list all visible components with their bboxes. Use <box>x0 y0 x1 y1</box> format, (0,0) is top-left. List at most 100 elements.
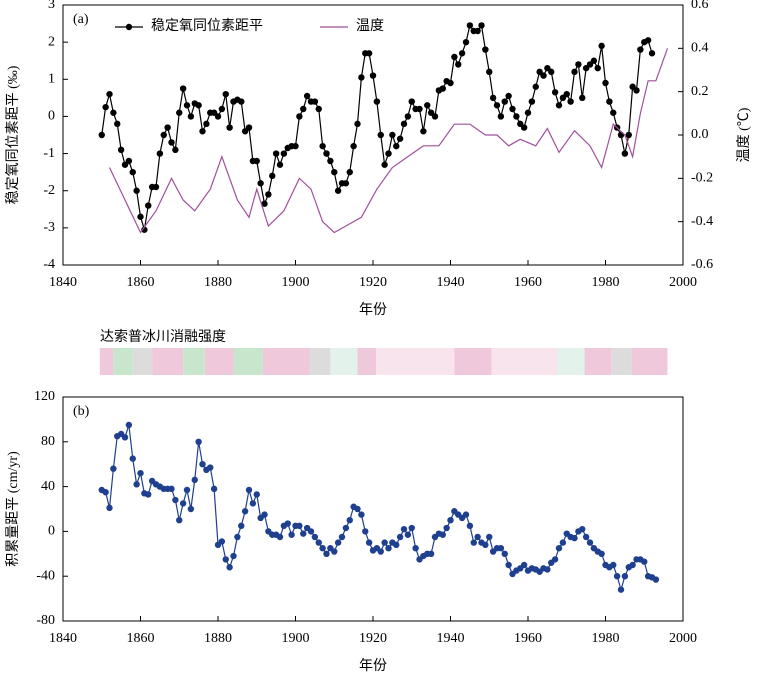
series-marker <box>338 533 346 541</box>
series-marker <box>327 157 334 165</box>
series-marker <box>168 485 175 493</box>
series-marker <box>431 113 439 120</box>
band-segment <box>557 348 585 375</box>
series-marker <box>253 491 260 498</box>
series-marker <box>606 98 613 105</box>
series-marker <box>272 150 280 157</box>
series-marker <box>207 464 214 471</box>
x-tick-label: 1940 <box>437 631 465 646</box>
series-marker <box>458 50 466 57</box>
series-marker <box>334 539 342 546</box>
series-marker <box>176 517 183 524</box>
series-marker <box>621 573 629 580</box>
series-marker <box>462 38 470 46</box>
series-marker <box>226 124 233 131</box>
y2-tick-label: 0.4 <box>691 41 709 56</box>
band-segment <box>204 348 234 375</box>
series-marker <box>106 504 113 512</box>
series-marker <box>377 548 384 555</box>
series-marker <box>199 461 206 468</box>
series-marker <box>342 180 350 187</box>
series-marker <box>362 528 369 535</box>
series-marker <box>571 68 578 76</box>
legend-marker <box>125 23 133 31</box>
series-marker <box>551 556 559 563</box>
x-tick-label: 1880 <box>204 631 232 646</box>
series-marker <box>644 37 652 44</box>
series-marker <box>637 46 644 53</box>
series-marker <box>354 505 361 513</box>
x-tick-label: 1960 <box>514 631 542 646</box>
series-marker <box>331 168 338 176</box>
y-tick-label: 40 <box>41 479 55 494</box>
series-marker <box>478 22 485 29</box>
series-marker <box>121 434 129 441</box>
series-marker <box>106 90 113 98</box>
series-marker <box>625 131 632 139</box>
x-tick-label: 1860 <box>127 275 155 290</box>
series-marker <box>98 131 105 139</box>
x-tick-label: 1880 <box>204 275 232 290</box>
x-tick-label: 1900 <box>282 631 310 646</box>
series-marker <box>393 142 400 150</box>
series-marker <box>385 545 392 552</box>
series-marker <box>443 524 450 532</box>
series-marker <box>393 541 400 549</box>
y-tick-label: 1 <box>48 72 55 87</box>
series-marker <box>238 98 245 105</box>
series-marker <box>222 90 229 98</box>
series-marker <box>176 109 183 116</box>
series-marker <box>404 113 412 120</box>
band-segment <box>330 348 358 375</box>
y-tick-label: 3 <box>48 0 55 12</box>
plot-frame <box>62 396 684 622</box>
series-marker <box>613 573 621 580</box>
series-marker <box>462 511 470 518</box>
series-marker <box>269 172 276 180</box>
series-marker <box>358 74 365 81</box>
x-tick-label: 1840 <box>49 275 77 290</box>
y-tick-label: -40 <box>36 568 55 583</box>
series-marker <box>110 109 117 116</box>
series-marker <box>183 486 191 494</box>
plot-frame <box>62 4 684 266</box>
x-tick-label: 1960 <box>514 275 542 290</box>
series-marker <box>575 61 582 68</box>
y-tick-label: 0 <box>48 109 55 124</box>
band-segment <box>262 348 310 375</box>
y2-tick-label: 0.0 <box>691 127 709 142</box>
series-marker <box>381 539 388 546</box>
series-marker <box>323 150 330 157</box>
series-marker <box>582 533 590 541</box>
series-marker <box>629 561 636 569</box>
x-tick-label: 1980 <box>592 631 620 646</box>
series-line <box>101 23 653 230</box>
series-marker <box>470 539 477 546</box>
series-marker <box>579 94 586 102</box>
series-marker <box>152 183 160 191</box>
series-marker <box>408 524 415 532</box>
series-marker <box>331 548 338 555</box>
series-marker <box>257 180 264 187</box>
series-marker <box>241 508 249 515</box>
series-marker <box>296 113 303 120</box>
y-tick-label: 0 <box>48 524 55 539</box>
y2-tick-label: -0.4 <box>691 214 713 229</box>
series-marker <box>160 131 167 139</box>
series-marker <box>218 105 226 113</box>
series-marker <box>509 105 516 113</box>
series-marker <box>497 113 505 120</box>
x-tick-label: 2000 <box>669 631 697 646</box>
series-marker <box>396 135 404 142</box>
series-marker <box>315 539 322 546</box>
series-marker <box>652 576 660 583</box>
x-axis-label: 年份 <box>359 302 387 318</box>
series-marker <box>110 465 117 472</box>
series-marker <box>191 476 198 484</box>
series-marker <box>482 46 489 53</box>
series-marker <box>586 539 594 546</box>
y2-axis-label: 温度 (℃) <box>736 107 752 162</box>
series-marker <box>617 586 625 593</box>
series-marker <box>234 533 241 541</box>
series-marker <box>249 500 257 507</box>
